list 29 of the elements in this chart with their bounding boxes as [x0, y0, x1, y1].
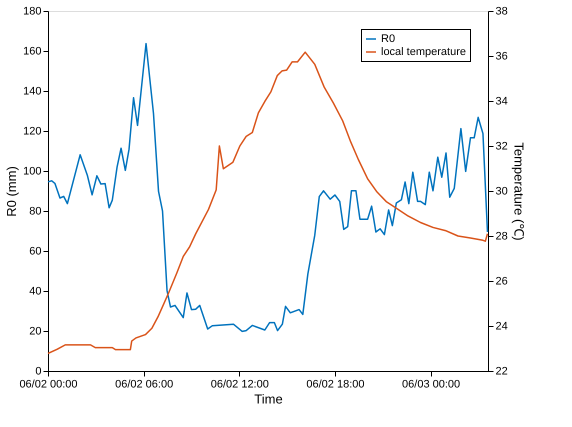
y-tick-label: 160	[23, 46, 42, 58]
x-tick-label: 06/02 06:00	[115, 378, 174, 390]
y2-tick-label: 22	[496, 366, 508, 378]
y2-axis-title: Temperature (℃)	[512, 142, 527, 241]
y2-tick-label: 34	[496, 96, 508, 108]
y2-tick-label: 38	[496, 6, 508, 18]
y-tick-label: 60	[29, 246, 42, 258]
y-tick-label: 120	[23, 126, 42, 138]
x-tick-label: 06/02 12:00	[210, 378, 269, 390]
x-axis-title: Time	[254, 392, 283, 406]
legend-label: local temperature	[381, 46, 466, 58]
y2-tick-label: 36	[496, 50, 508, 62]
x-tick-label: 06/02 18:00	[306, 378, 365, 390]
y-tick-label: 100	[23, 166, 42, 178]
y-tick-label: 40	[29, 286, 42, 298]
y-tick-label: 180	[23, 6, 42, 18]
x-tick-label: 06/02 00:00	[19, 378, 78, 390]
legend-label: R0	[381, 33, 396, 45]
x-tick-label: 06/03 00:00	[402, 378, 460, 390]
y2-tick-label: 28	[496, 230, 508, 242]
y2-tick-label: 24	[496, 320, 508, 332]
y2-tick-label: 30	[496, 186, 508, 198]
y-tick-label: 80	[29, 206, 42, 218]
y-axis-title: R0 (mm)	[4, 166, 20, 217]
y-tick-label: 20	[29, 326, 42, 338]
y-tick-label: 140	[23, 86, 42, 98]
y2-tick-label: 32	[496, 140, 508, 152]
y-tick-label: 0	[35, 366, 42, 378]
y2-tick-label: 26	[496, 276, 508, 288]
